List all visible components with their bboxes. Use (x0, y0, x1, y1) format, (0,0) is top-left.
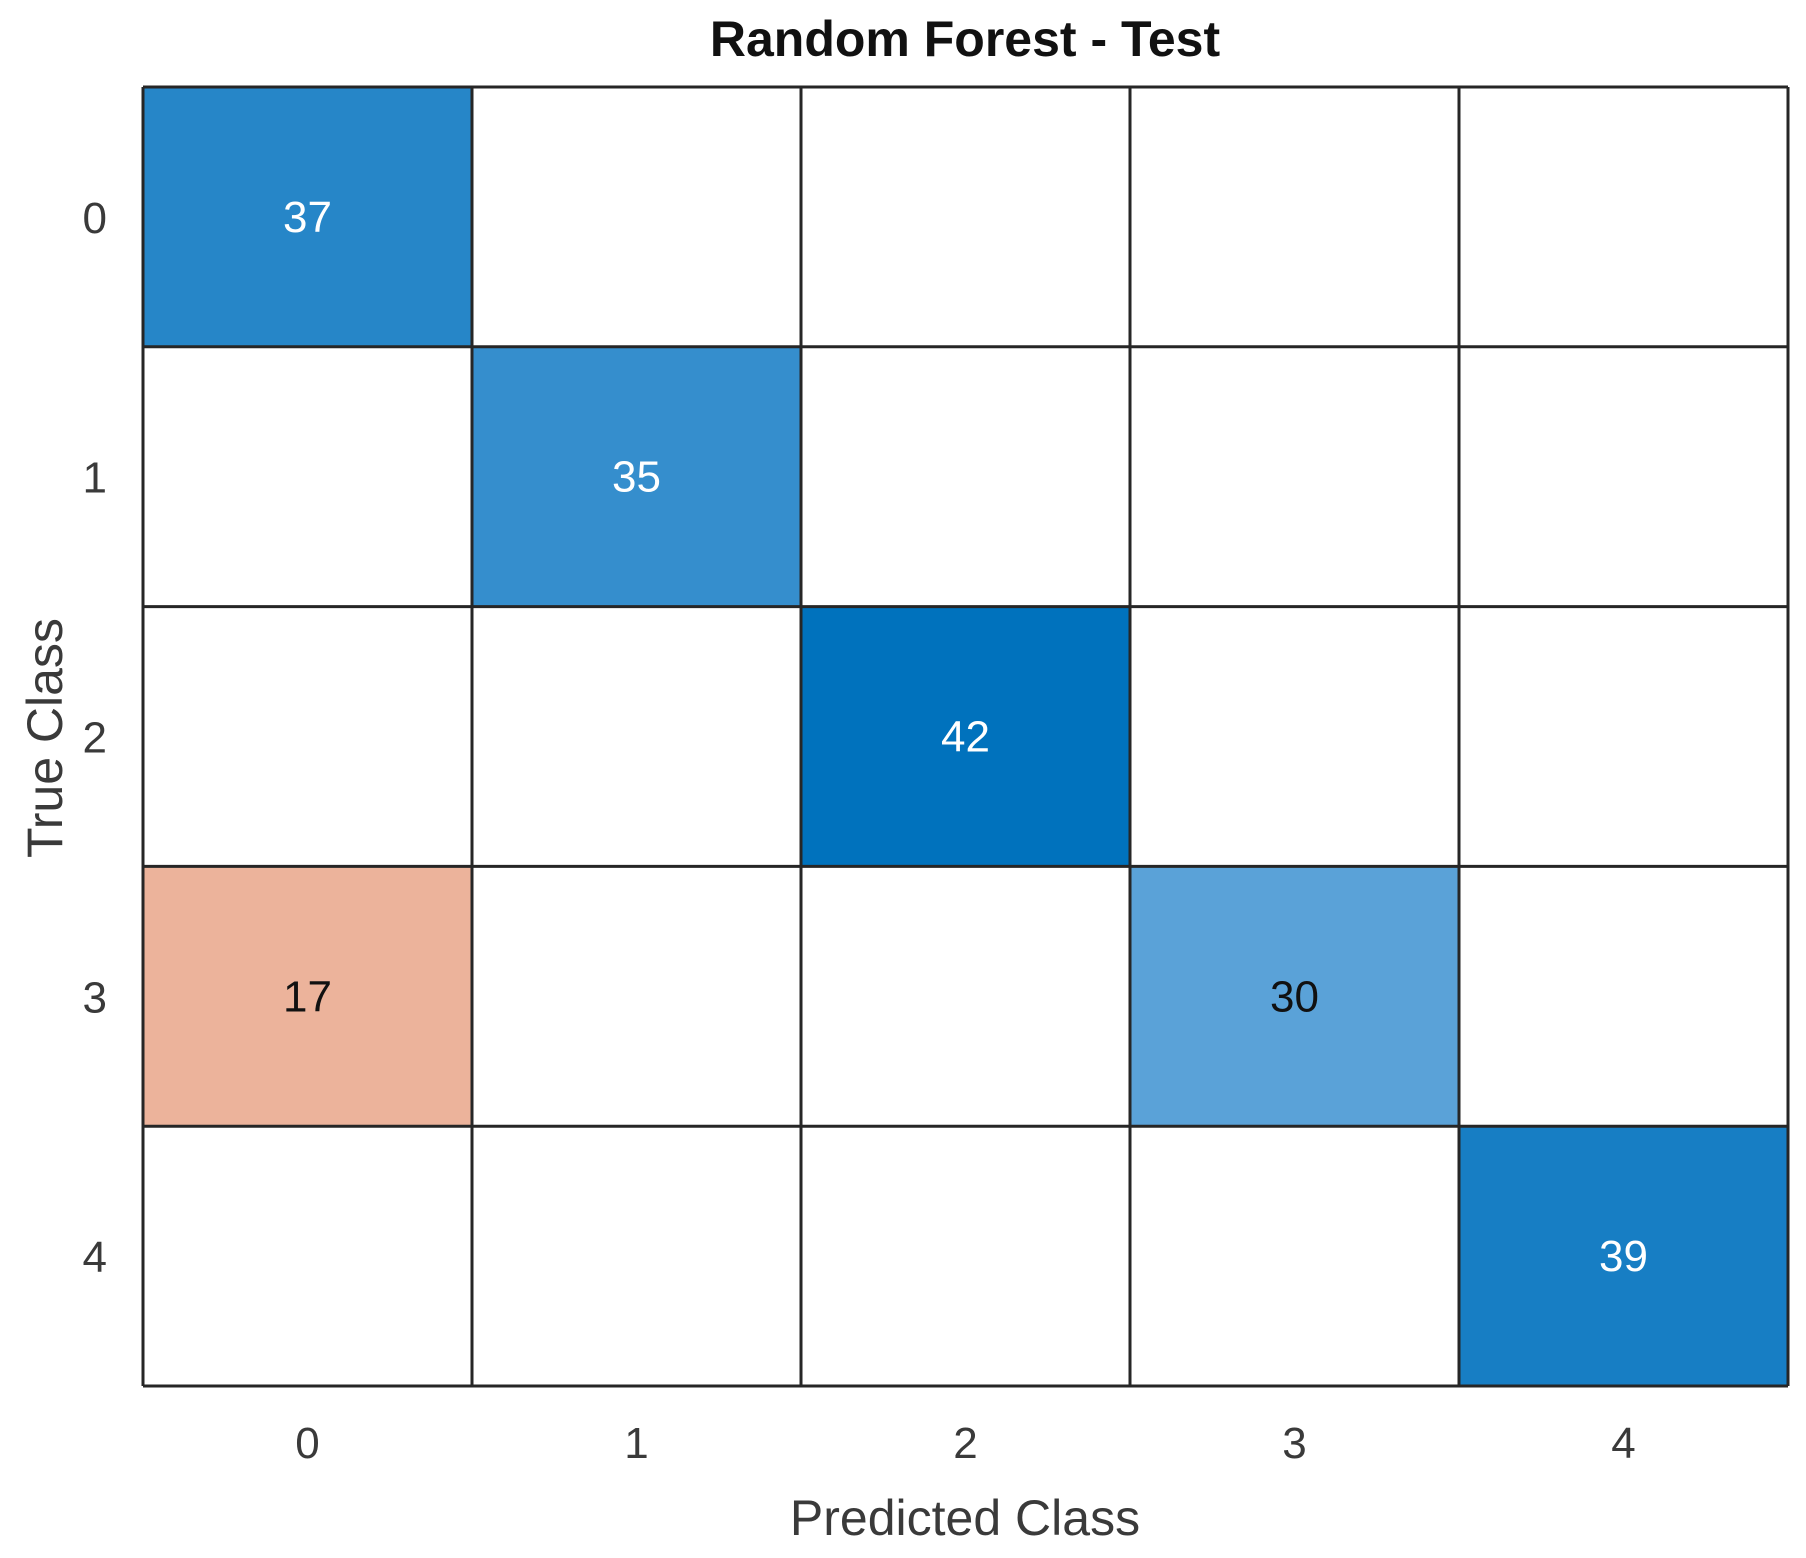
y-tick-label: 0 (83, 194, 107, 243)
matrix-cell-2-1 (472, 606, 801, 867)
y-axis-label: True Class (17, 618, 73, 858)
matrix-cell-1-2 (801, 346, 1130, 607)
matrix-cell-4-4 (1459, 1126, 1788, 1386)
matrix-cell-4-0 (143, 1126, 472, 1386)
x-tick-label: 3 (1282, 1419, 1306, 1468)
matrix-cell-1-0 (143, 346, 472, 607)
cell-value-4-4: 39 (1599, 1232, 1648, 1281)
cells-layer: 37 35 42 17 30 39 (143, 87, 1788, 1386)
cell-value-1-1: 35 (612, 453, 661, 502)
matrix-cell-2-2 (801, 606, 1130, 867)
matrix-cell-0-1 (472, 87, 801, 347)
x-tick-label: 4 (1611, 1419, 1635, 1468)
matrix-cell-1-3 (1130, 346, 1459, 607)
matrix-cell-4-1 (472, 1126, 801, 1386)
chart-title: Random Forest - Test (710, 11, 1221, 67)
x-tick-labels: 0 1 2 3 4 (295, 1419, 1635, 1468)
y-tick-label: 4 (83, 1233, 107, 1282)
matrix-cell-0-0 (143, 87, 472, 347)
matrix-cell-2-3 (1130, 606, 1459, 867)
matrix-cell-1-1 (472, 346, 801, 607)
matrix-cell-3-3 (1130, 866, 1459, 1127)
matrix-cell-0-3 (1130, 87, 1459, 347)
cell-value-0-0: 37 (283, 193, 332, 242)
y-tick-label: 1 (83, 454, 107, 503)
cell-value-3-3: 30 (1270, 972, 1319, 1021)
grid-layer (141, 85, 1790, 1388)
x-tick-label: 1 (624, 1419, 648, 1468)
y-tick-labels: 0 1 2 3 4 (83, 194, 107, 1282)
cell-value-2-2: 42 (941, 713, 990, 762)
y-tick-label: 2 (83, 714, 107, 763)
matrix-cell-3-4 (1459, 866, 1788, 1127)
matrix-cell-3-2 (801, 866, 1130, 1127)
matrix-cell-1-4 (1459, 346, 1788, 607)
x-tick-label: 0 (295, 1419, 319, 1468)
y-tick-label: 3 (83, 973, 107, 1022)
matrix-cell-4-3 (1130, 1126, 1459, 1386)
cell-value-3-0: 17 (283, 972, 332, 1021)
matrix-cell-2-0 (143, 606, 472, 867)
matrix-cell-0-4 (1459, 87, 1788, 347)
matrix-cell-3-0 (143, 866, 472, 1127)
matrix-cell-3-1 (472, 866, 801, 1127)
matrix-cell-2-4 (1459, 606, 1788, 867)
matrix-cell-4-2 (801, 1126, 1130, 1386)
x-tick-label: 2 (953, 1419, 977, 1468)
x-axis-label: Predicted Class (790, 1490, 1140, 1546)
matrix-cell-0-2 (801, 87, 1130, 347)
